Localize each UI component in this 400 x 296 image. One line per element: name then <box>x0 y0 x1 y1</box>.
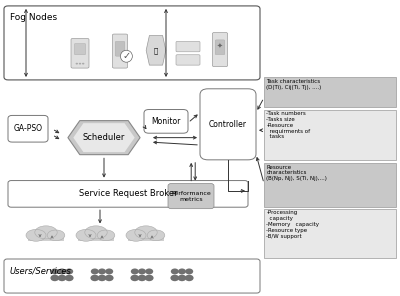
FancyBboxPatch shape <box>8 115 48 142</box>
FancyBboxPatch shape <box>168 184 214 209</box>
Text: Resource
characteristics
(B(Np, Nj), S(Ti, Nj),...): Resource characteristics (B(Np, Nj), S(T… <box>266 165 327 181</box>
Text: Controller: Controller <box>209 120 247 129</box>
FancyBboxPatch shape <box>4 6 260 80</box>
Polygon shape <box>68 121 140 155</box>
Text: -Task numbers
-Tasks size
-Resource
  requirments of
  tasks: -Task numbers -Tasks size -Resource requ… <box>266 111 310 139</box>
Ellipse shape <box>145 275 154 281</box>
Circle shape <box>105 268 113 274</box>
Ellipse shape <box>170 275 179 281</box>
Ellipse shape <box>50 275 59 281</box>
Ellipse shape <box>65 275 74 281</box>
FancyBboxPatch shape <box>4 259 260 293</box>
Ellipse shape <box>76 229 96 241</box>
Circle shape <box>145 268 153 274</box>
Ellipse shape <box>126 229 146 241</box>
Ellipse shape <box>147 230 165 241</box>
FancyBboxPatch shape <box>8 181 248 207</box>
Circle shape <box>76 63 78 65</box>
Bar <box>264 77 396 107</box>
Text: 🔒: 🔒 <box>154 47 158 54</box>
Ellipse shape <box>58 275 66 281</box>
FancyBboxPatch shape <box>215 40 225 55</box>
Ellipse shape <box>185 275 194 281</box>
FancyBboxPatch shape <box>176 55 200 65</box>
Circle shape <box>178 268 186 274</box>
Ellipse shape <box>47 230 65 241</box>
Circle shape <box>138 268 146 274</box>
Text: Service Request Broker: Service Request Broker <box>79 189 177 198</box>
Circle shape <box>98 268 106 274</box>
Circle shape <box>91 268 99 274</box>
Bar <box>128 235 164 241</box>
Circle shape <box>185 268 193 274</box>
Circle shape <box>82 63 84 65</box>
Text: Task characteristics
(D(Ti), Cij(Ti, Tj), ....): Task characteristics (D(Ti), Cij(Ti, Tj)… <box>266 79 322 89</box>
Ellipse shape <box>105 275 114 281</box>
Ellipse shape <box>26 229 46 241</box>
Ellipse shape <box>97 230 115 241</box>
Text: ✓: ✓ <box>122 51 130 61</box>
Ellipse shape <box>135 226 157 239</box>
Ellipse shape <box>138 275 146 281</box>
Text: Monitor: Monitor <box>151 117 181 126</box>
Text: -Processing
  capacity
-Memory   capacity
-Resource type
-B/W support: -Processing capacity -Memory capacity -R… <box>266 210 320 239</box>
Bar <box>264 110 396 160</box>
FancyBboxPatch shape <box>74 44 86 55</box>
FancyBboxPatch shape <box>115 41 125 56</box>
FancyBboxPatch shape <box>112 34 128 68</box>
Ellipse shape <box>98 275 106 281</box>
Text: Performance
metrics: Performance metrics <box>171 191 211 202</box>
Polygon shape <box>146 36 166 65</box>
Bar <box>28 235 64 241</box>
Ellipse shape <box>35 226 57 239</box>
FancyBboxPatch shape <box>200 89 256 160</box>
Circle shape <box>79 63 81 65</box>
Text: Fog Nodes: Fog Nodes <box>10 13 57 22</box>
Bar <box>264 163 396 207</box>
FancyBboxPatch shape <box>212 33 228 67</box>
Ellipse shape <box>85 226 107 239</box>
Ellipse shape <box>90 275 99 281</box>
Text: ✦: ✦ <box>217 43 223 49</box>
Ellipse shape <box>178 275 186 281</box>
Bar <box>264 209 396 258</box>
Circle shape <box>51 268 59 274</box>
Ellipse shape <box>130 275 139 281</box>
Text: GA-PSO: GA-PSO <box>14 124 42 133</box>
Bar <box>78 235 114 241</box>
Circle shape <box>58 268 66 274</box>
FancyBboxPatch shape <box>176 41 200 52</box>
Circle shape <box>131 268 139 274</box>
FancyBboxPatch shape <box>71 38 89 68</box>
Text: Users/Services: Users/Services <box>10 266 72 275</box>
FancyBboxPatch shape <box>144 110 188 133</box>
Text: Scheduler: Scheduler <box>83 133 125 142</box>
Circle shape <box>65 268 73 274</box>
Polygon shape <box>73 123 135 152</box>
Circle shape <box>171 268 179 274</box>
